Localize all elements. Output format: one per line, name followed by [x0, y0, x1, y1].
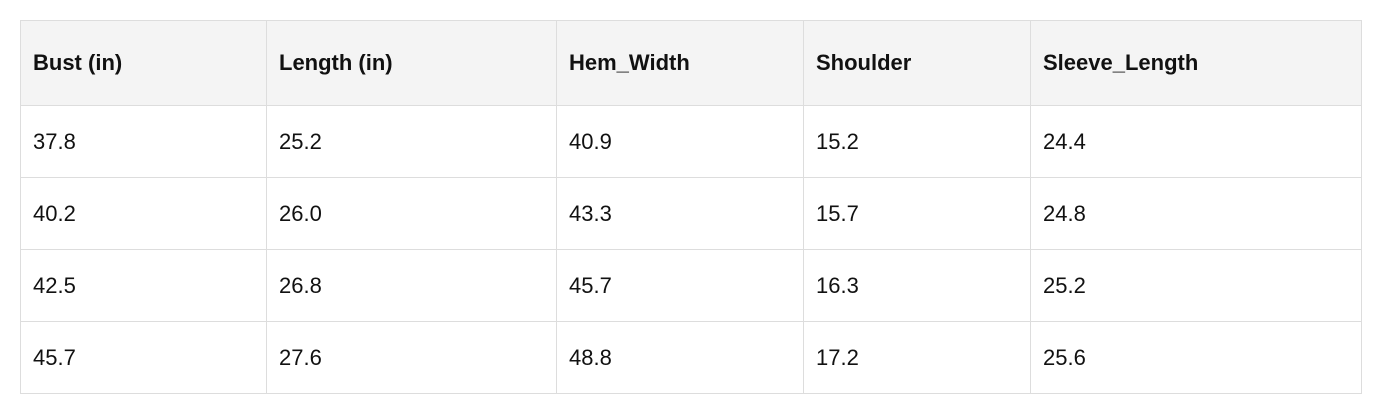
table-cell: 26.8 [266, 249, 557, 322]
table-row: 45.7 27.6 48.8 17.2 25.6 [20, 321, 1362, 394]
header-cell: Hem_Width [556, 20, 804, 106]
table-cell: 40.2 [20, 177, 267, 250]
table-row: 42.5 26.8 45.7 16.3 25.2 [20, 249, 1362, 322]
header-row: Bust (in) Length (in) Hem_Width Shoulder Sle… [20, 20, 1362, 106]
table-cell: 48.8 [556, 321, 804, 394]
table-cell: 17.2 [803, 321, 1031, 394]
table-cell: 15.7 [803, 177, 1031, 250]
table-cell: 24.4 [1030, 105, 1362, 178]
table-cell: 45.7 [20, 321, 267, 394]
table-cell: 37.8 [20, 105, 267, 178]
header-cell: Length (in) [266, 20, 557, 106]
table-cell: 26.0 [266, 177, 557, 250]
table-cell: 25.6 [1030, 321, 1362, 394]
table-row: 37.8 25.2 40.9 15.2 24.4 [20, 105, 1362, 178]
table-body: 37.8 25.2 40.9 15.2 24.4 40.2 26.0 43.3 15.7 24.8… [20, 105, 1362, 394]
table-cell: 45.7 [556, 249, 804, 322]
table-cell: 15.2 [803, 105, 1031, 178]
header-cell: Bust (in) [20, 20, 267, 106]
table-cell: 24.8 [1030, 177, 1362, 250]
table-cell: 25.2 [1030, 249, 1362, 322]
table-cell: 43.3 [556, 177, 804, 250]
table-cell: 42.5 [20, 249, 267, 322]
table-cell: 25.2 [266, 105, 557, 178]
table-row: 40.2 26.0 43.3 15.7 24.8 [20, 177, 1362, 250]
size-table: Bust (in) Length (in) Hem_Width Shoulder Sle… [20, 20, 1362, 394]
table-cell: 40.9 [556, 105, 804, 178]
table-cell: 16.3 [803, 249, 1031, 322]
table-cell: 27.6 [266, 321, 557, 394]
header-cell: Sleeve_Length [1030, 20, 1362, 106]
header-cell: Shoulder [803, 20, 1031, 106]
